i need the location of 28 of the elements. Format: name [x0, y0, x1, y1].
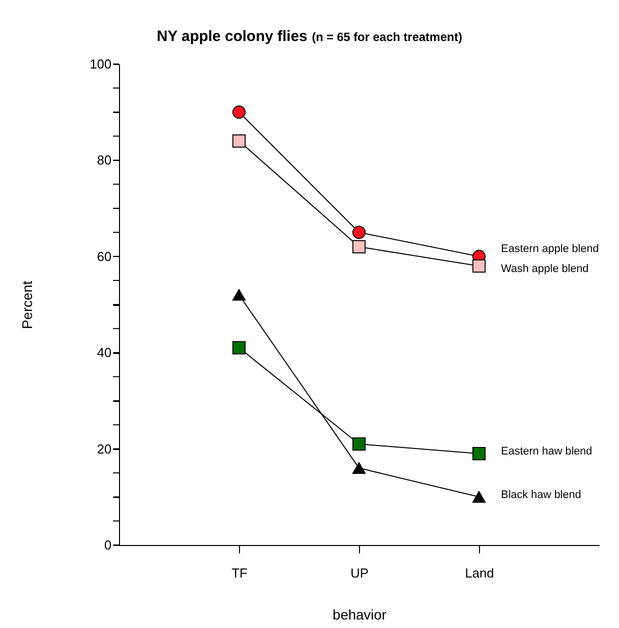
series-label: Black haw blend: [501, 488, 582, 501]
y-tick-label: 0: [104, 538, 112, 552]
x-axis-title: behavior: [332, 606, 387, 622]
chart-title: NY apple colony flies: [156, 28, 308, 45]
y-tick-label: 20: [97, 441, 112, 456]
y-tick-label: 100: [90, 56, 112, 72]
point: [352, 226, 366, 239]
point: [352, 240, 366, 254]
point: [352, 462, 366, 474]
x-tick-label: UP: [350, 566, 369, 580]
point: [472, 491, 486, 503]
chart-subtitle: (n = 65 for each treatment): [312, 30, 462, 44]
y-tick-label: 60: [97, 248, 112, 264]
point: [232, 289, 246, 301]
x-tick-label: Land: [465, 566, 494, 580]
y-axis-title: Percent: [18, 280, 35, 330]
series-label: Eastern haw blend: [501, 446, 592, 458]
point: [352, 437, 366, 451]
y-tick-label: 80: [97, 152, 112, 168]
x-tick-label: TF: [232, 566, 248, 580]
point: [232, 134, 246, 148]
series-label: Wash apple blend: [501, 263, 589, 276]
y-tick-label: 40: [97, 345, 112, 360]
point: [472, 259, 486, 273]
point: [232, 105, 246, 119]
point: [472, 446, 486, 460]
point: [232, 341, 246, 354]
series-label: Eastern apple blend: [501, 243, 599, 256]
